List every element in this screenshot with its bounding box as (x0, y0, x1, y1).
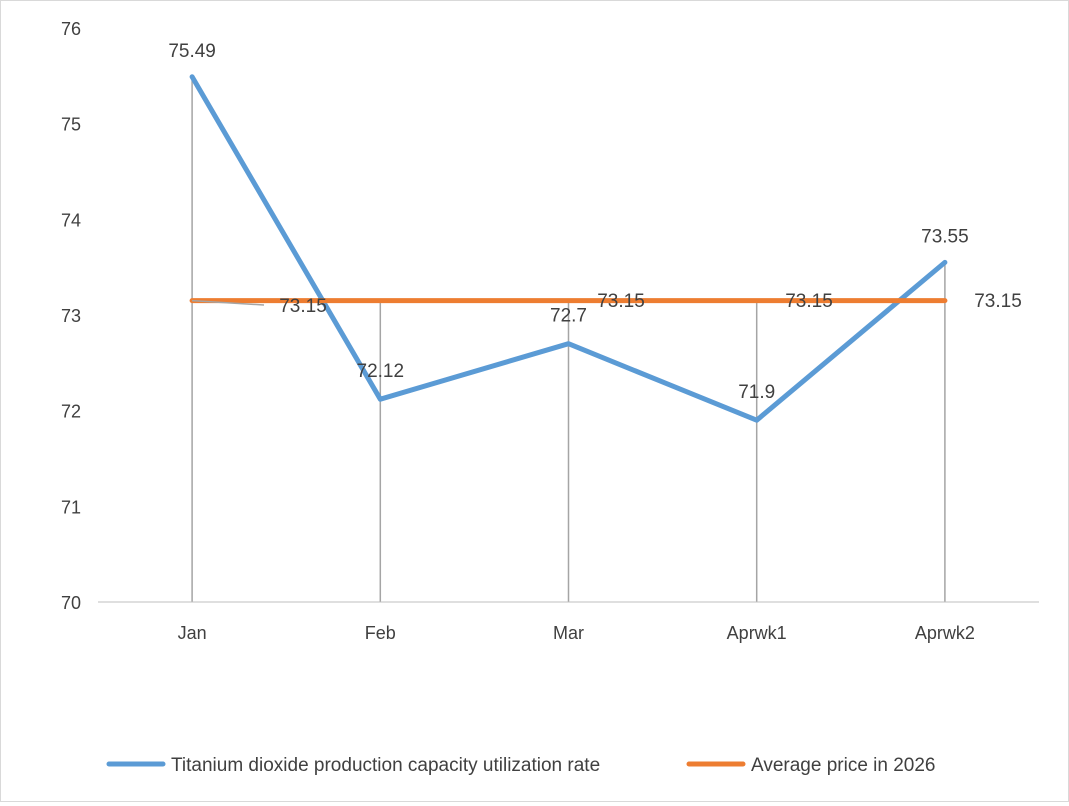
data-label: 72.12 (357, 361, 405, 382)
legend-label: Average price in 2026 (751, 755, 936, 776)
data-label: 73.15 (597, 291, 645, 312)
label-leader-line (192, 299, 265, 306)
y-tick-label: 74 (61, 210, 81, 230)
data-label: 73.15 (785, 291, 833, 312)
data-label: 73.15 (974, 291, 1022, 312)
x-tick-label: Jan (178, 623, 207, 643)
x-tick-label: Aprwk2 (915, 623, 975, 643)
y-tick-label: 72 (61, 402, 81, 422)
x-tick-label: Aprwk1 (727, 623, 787, 643)
y-tick-label: 75 (61, 115, 81, 135)
data-label: 73.55 (921, 226, 969, 247)
data-label: 71.9 (738, 382, 775, 403)
y-tick-label: 70 (61, 593, 81, 613)
x-tick-label: Mar (553, 623, 584, 643)
series-line-0 (189, 74, 948, 423)
data-label: 73.15 (279, 296, 327, 317)
data-label: 72.7 (550, 306, 587, 327)
legend-label: Titanium dioxide production capacity uti… (171, 755, 600, 776)
data-label: 75.49 (168, 41, 216, 62)
y-tick-label: 71 (61, 497, 81, 517)
y-tick-label: 73 (61, 306, 81, 326)
x-tick-label: Feb (365, 623, 396, 643)
y-tick-label: 76 (61, 19, 81, 39)
